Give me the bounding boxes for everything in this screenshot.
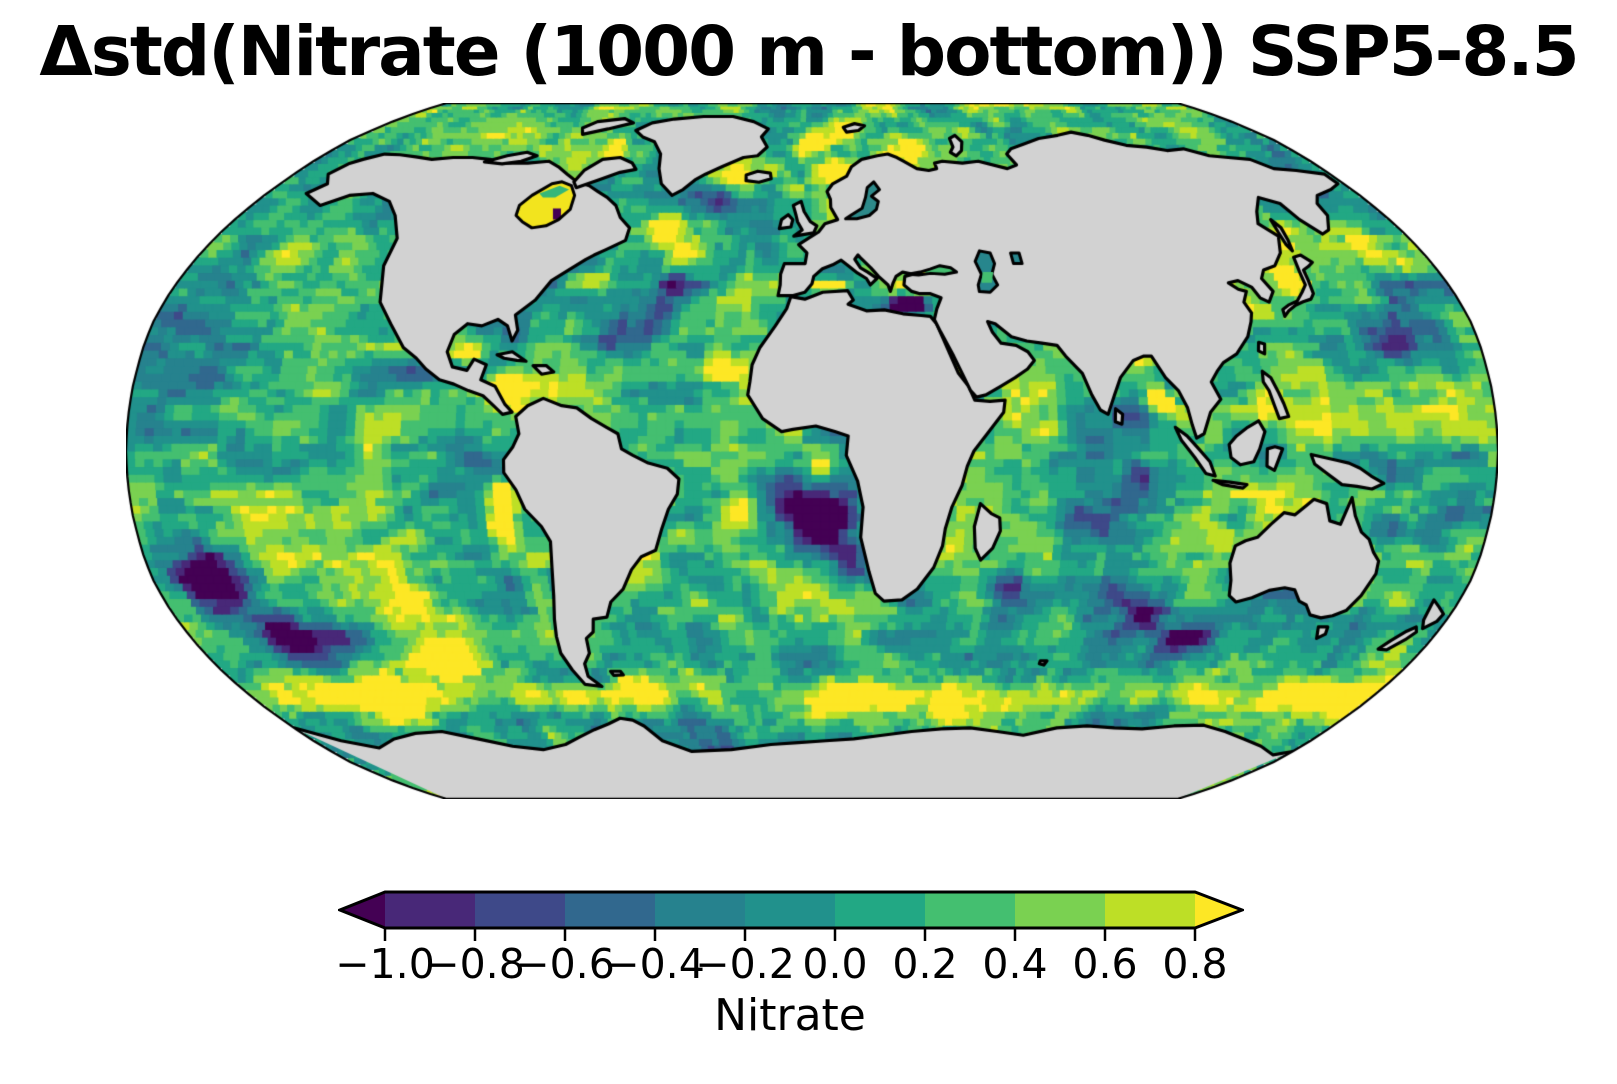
colorbar-tick-label: 0.8 (1162, 940, 1228, 988)
colorbar-segment (1015, 892, 1106, 928)
colorbar-under-arrow (340, 892, 385, 928)
colorbar-tick-label: 0.2 (892, 940, 958, 988)
colorbar-tick-label: −0.6 (515, 940, 615, 988)
colorbar-axis-label: Nitrate (714, 990, 866, 1041)
colorbar-tick-label: 0.0 (802, 940, 868, 988)
colorbar-segment (475, 892, 566, 928)
colorbar-segment (655, 892, 746, 928)
colorbar-tick-label: 0.4 (982, 940, 1048, 988)
colorbar-tick-labels: −1.0 −0.8 −0.6 −0.4 −0.2 0.0 0.2 0.4 0.6 0.8 (0, 944, 1617, 990)
colorbar-segment (1105, 892, 1196, 928)
colorbar-segment (565, 892, 656, 928)
colorbar-tick-label: 0.6 (1072, 940, 1138, 988)
colorbar-tick-label: −0.8 (425, 940, 525, 988)
colorbar-segment (745, 892, 836, 928)
colorbar-tick-label: −1.0 (335, 940, 435, 988)
colorbar-segment (925, 892, 1016, 928)
colorbar-segment (835, 892, 926, 928)
figure-title: Δstd(Nitrate (1000 m - bottom)) SSP5-8.5 (39, 12, 1579, 92)
world-map-canvas (126, 103, 1498, 799)
colorbar-svg (338, 890, 1244, 941)
colorbar-segment (385, 892, 476, 928)
colorbar-tick-label: −0.2 (695, 940, 795, 988)
colorbar-over-arrow (1195, 892, 1242, 928)
colorbar-tick-label: −0.4 (605, 940, 705, 988)
